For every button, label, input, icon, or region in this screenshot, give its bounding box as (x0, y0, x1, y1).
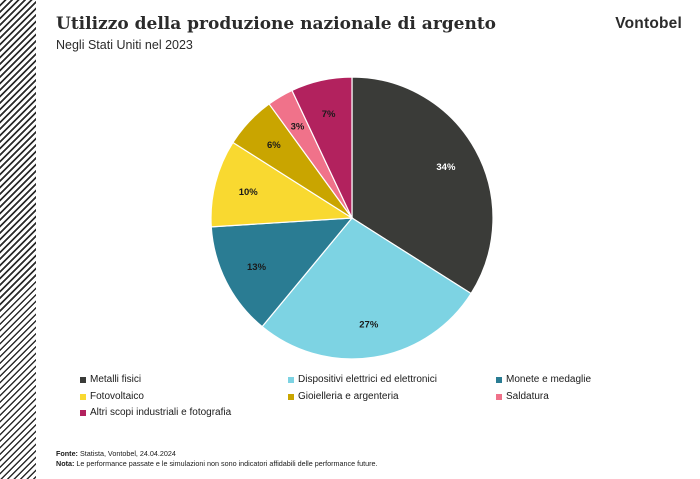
slice-label-3: 13% (247, 262, 267, 273)
legend-swatch (288, 376, 294, 383)
legend-swatch (80, 409, 86, 416)
legend-swatch (496, 376, 502, 383)
chart-title: Utilizzo della produzione nazionale di a… (56, 14, 497, 34)
legend-label: Metalli fisici (90, 374, 142, 385)
source-label: Fonte: (56, 449, 78, 458)
legend-item: Monete e medaglie (496, 374, 591, 385)
legend-item: Saldatura (496, 391, 549, 402)
legend-swatch (80, 376, 86, 383)
pie-slice-7 (291, 76, 353, 219)
footer-note: Nota: Le performance passate e le simula… (56, 459, 378, 468)
legend-label: Dispositivi elettrici ed elettronici (298, 374, 437, 385)
chart-subtitle: Negli Stati Uniti nel 2023 (56, 38, 193, 52)
legend-item: Dispositivi elettrici ed elettronici (288, 374, 437, 385)
slice-label-5: 6% (267, 140, 281, 151)
slice-label-1: 34% (436, 162, 456, 173)
pie-slice-1 (351, 76, 494, 295)
legend-item: Metalli fisici (80, 374, 141, 385)
slice-label-7: 7% (322, 109, 336, 120)
legend-item: Altri scopi industriali e fotografia (80, 407, 231, 418)
source-text: Statista, Vontobel, 24.04.2024 (79, 449, 176, 458)
brand-logo: Vontobel (615, 15, 682, 32)
note-label: Nota: (56, 459, 75, 468)
legend-swatch (80, 393, 86, 400)
legend-label: Saldatura (506, 391, 549, 402)
pie-slice-4 (210, 141, 354, 228)
slice-label-6: 3% (291, 121, 305, 132)
slice-label-2: 27% (359, 319, 379, 330)
decorative-stripes (0, 0, 36, 479)
legend-label: Monete e medaglie (506, 374, 592, 385)
legend-label: Altri scopi industriali e fotografia (90, 407, 232, 418)
legend-swatch (496, 393, 502, 400)
legend-swatch (288, 393, 294, 400)
legend-label: Fotovoltaico (90, 391, 144, 402)
pie-slice-2 (261, 217, 472, 360)
slice-label-4: 10% (239, 187, 259, 198)
legend-item: Gioielleria e argenteria (288, 391, 399, 402)
pie-slice-3 (210, 217, 354, 328)
note-text: Le performance passate e le simulazioni … (76, 459, 378, 468)
legend-label: Gioielleria e argenteria (298, 391, 399, 402)
footer-source: Fonte: Statista, Vontobel, 24.04.2024 (56, 449, 176, 458)
legend-item: Fotovoltaico (80, 391, 144, 402)
